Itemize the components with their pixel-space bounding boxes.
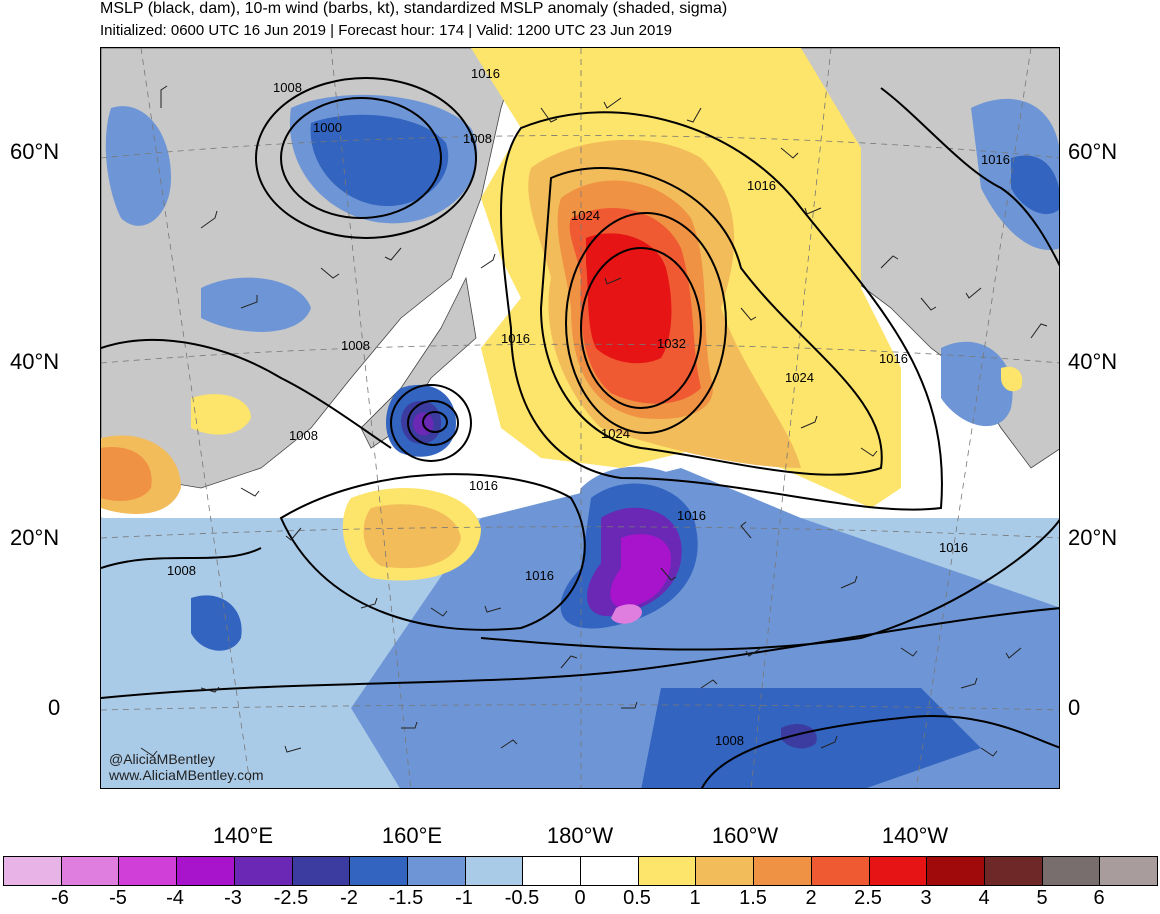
map-panel: 1016 1008 1000 1008 1024 1016 1016 1032 … xyxy=(100,47,1060,789)
mslp-contours xyxy=(101,77,1059,788)
colorbar-swatch xyxy=(984,857,1043,885)
lat-label-left: 40°N xyxy=(10,349,60,374)
lat-label-left: 20°N xyxy=(10,525,60,550)
colorbar-label: 2.5 xyxy=(854,887,882,909)
colorbar-swatch xyxy=(754,857,812,885)
lon-label: 180°W xyxy=(546,823,614,848)
colorbar-swatch xyxy=(61,857,120,885)
colorbar-label: -6 xyxy=(51,887,69,909)
colorbar-label: -5 xyxy=(109,887,127,909)
colorbar-swatch xyxy=(234,857,293,885)
contour-label: 1016 xyxy=(981,152,1010,167)
colorbar-swatch xyxy=(927,857,985,885)
colorbar-swatch xyxy=(811,857,870,885)
colorbar-label: 3 xyxy=(920,887,932,909)
colorbar-label: 0.5 xyxy=(623,887,651,909)
lat-label-right: 20°N xyxy=(1068,525,1118,550)
colorbar-swatch xyxy=(465,857,524,885)
colorbar-swatch xyxy=(4,857,62,885)
colorbar-swatch xyxy=(1100,857,1158,885)
colorbar-label: 2 xyxy=(805,887,817,909)
contour-label: 1016 xyxy=(469,478,498,493)
colorbar-label: -2 xyxy=(340,887,358,909)
colorbar-label: -1.5 xyxy=(388,887,424,909)
contour-label: 1008 xyxy=(167,563,196,578)
colorbar-label: 6 xyxy=(1093,887,1105,909)
contour-label: 1024 xyxy=(601,426,630,441)
contour-label: 1024 xyxy=(571,208,600,223)
contour-label: 1032 xyxy=(657,336,686,351)
colorbar-swatch xyxy=(177,857,235,885)
colorbar-swatch xyxy=(1042,857,1101,885)
colorbar-label: -2.5 xyxy=(273,887,309,909)
contour-label: 1016 xyxy=(747,178,776,193)
colorbar-swatch xyxy=(350,857,408,885)
colorbar-label: -4 xyxy=(166,887,184,909)
colorbar-label: -0.5 xyxy=(504,887,540,909)
contour-low-wp xyxy=(390,384,472,462)
colorbar-label: 0 xyxy=(574,887,586,909)
map-subtitle: Initialized: 0600 UTC 16 Jun 2019 | Fore… xyxy=(100,22,673,39)
wind-barb-layer xyxy=(140,85,1048,757)
lon-label: 140°E xyxy=(212,823,274,848)
lat-label-right: 40°N xyxy=(1068,349,1118,374)
contour-label: 1008 xyxy=(463,131,492,146)
colorbar xyxy=(3,856,1158,886)
colorbar-swatch xyxy=(119,857,178,885)
credit-url: www.AliciaMBentley.com xyxy=(109,767,264,783)
colorbar-swatch xyxy=(523,857,582,885)
credit-handle: @AliciaMBentley xyxy=(109,751,216,767)
lon-label: 160°W xyxy=(711,823,779,848)
contour-label: 1008 xyxy=(341,338,370,353)
colorbar-swatch xyxy=(292,857,351,885)
negative-anomaly-layer xyxy=(101,94,1059,788)
colorbar-swatch xyxy=(696,857,755,885)
lat-label-right: 60°N xyxy=(1068,139,1118,164)
lat-label-left: 0 xyxy=(48,695,61,720)
contour-label: 1016 xyxy=(525,568,554,583)
contour-label: 1024 xyxy=(785,370,814,385)
colorbar-swatch xyxy=(407,857,466,885)
contour-label: 1016 xyxy=(939,540,968,555)
lon-label: 160°E xyxy=(381,823,443,848)
graticule xyxy=(101,48,1059,788)
positive-anomaly-layer xyxy=(101,48,1023,581)
colorbar-label: 1.5 xyxy=(739,887,767,909)
lon-label: 140°W xyxy=(881,823,949,848)
contour-label: 1016 xyxy=(879,351,908,366)
colorbar-label: -3 xyxy=(224,887,242,909)
colorbar-swatch xyxy=(869,857,928,885)
contour-label: 1016 xyxy=(471,66,500,81)
contour-label: 1008 xyxy=(715,733,744,748)
contour-label: 1016 xyxy=(677,508,706,523)
lat-label-left: 60°N xyxy=(10,139,60,164)
map-canvas: 1016 1008 1000 1008 1024 1016 1016 1032 … xyxy=(101,48,1059,788)
contour-label-layer: 1016 1008 1000 1008 1024 1016 1016 1032 … xyxy=(167,66,1010,748)
colorbar-swatch xyxy=(581,857,639,885)
colorbar-label: -1 xyxy=(455,887,473,909)
map-title: MSLP (black, dam), 10-m wind (barbs, kt)… xyxy=(100,0,728,17)
contour-1032 xyxy=(580,247,702,409)
contour-label: 1008 xyxy=(289,428,318,443)
contour-label: 1016 xyxy=(501,331,530,346)
colorbar-label: 4 xyxy=(978,887,990,909)
colorbar-label: 1 xyxy=(689,887,701,909)
contour-label: 1000 xyxy=(313,120,342,135)
contour-label: 1008 xyxy=(273,80,302,95)
colorbar-swatch xyxy=(638,857,697,885)
contour-1000 xyxy=(280,97,442,219)
lat-label-right: 0 xyxy=(1068,695,1081,720)
colorbar-label: 5 xyxy=(1036,887,1048,909)
